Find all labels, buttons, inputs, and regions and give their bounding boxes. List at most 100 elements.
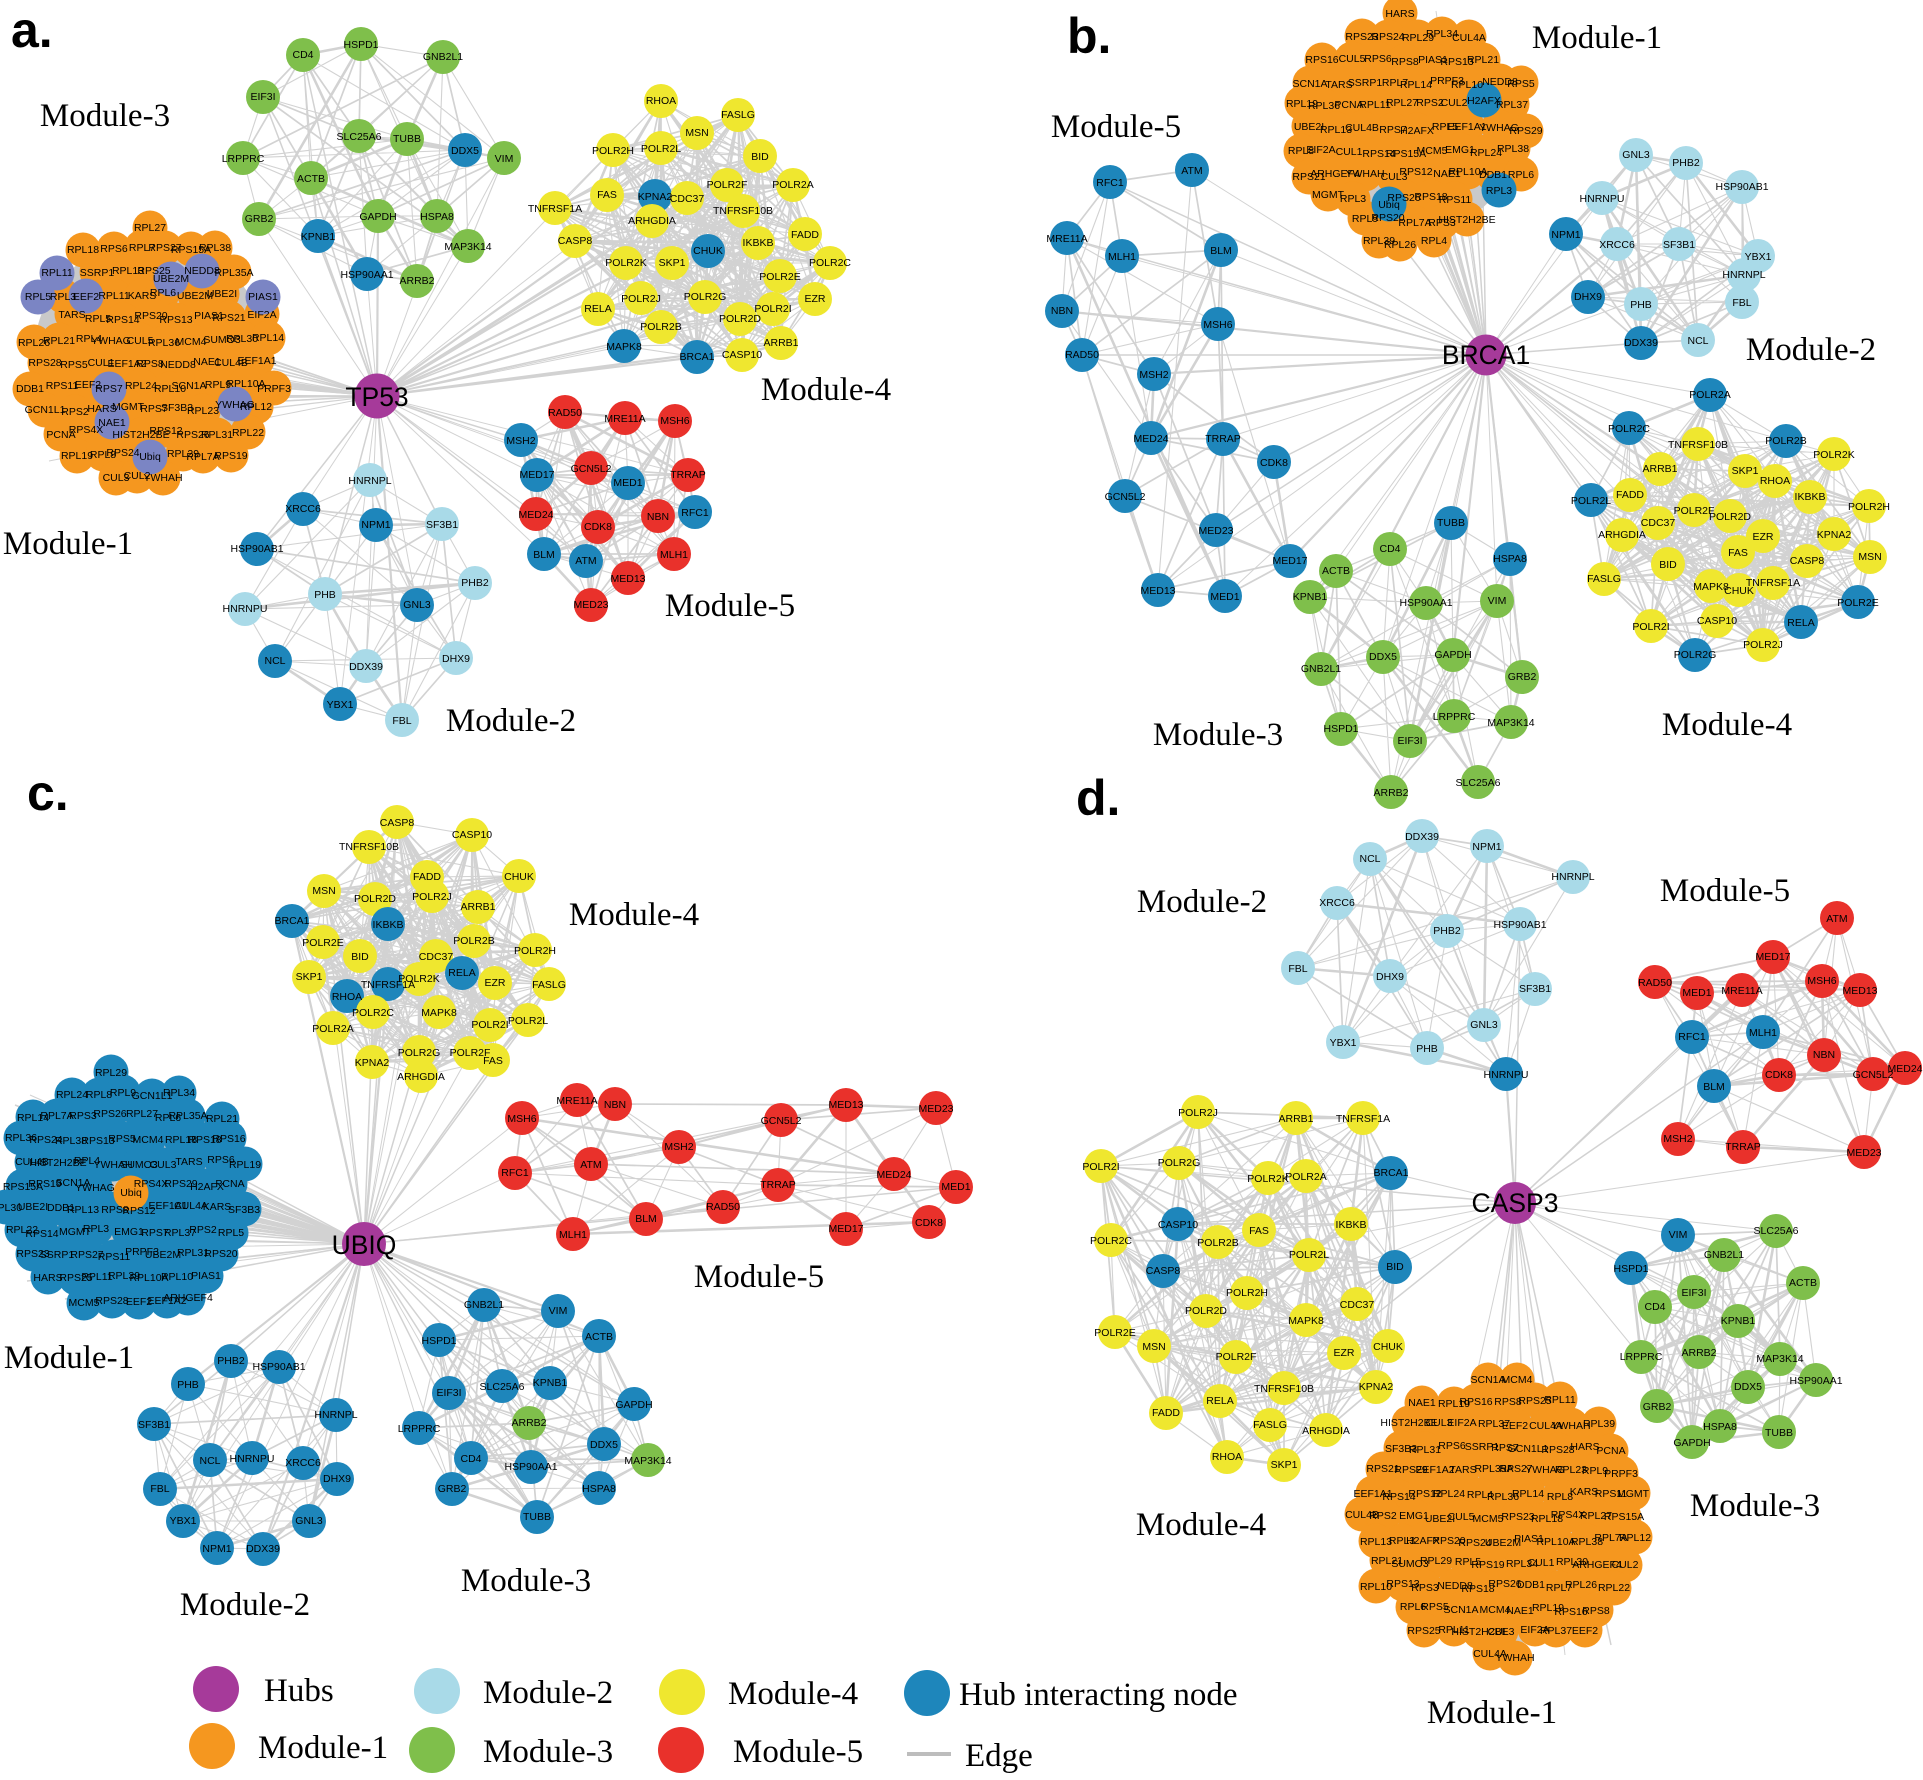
svg-text:RPL3: RPL3 (1486, 185, 1512, 197)
svg-text:ARRB2: ARRB2 (511, 1417, 546, 1429)
svg-text:RPL29: RPL29 (1420, 1555, 1452, 1567)
svg-text:RPS20: RPS20 (1432, 1535, 1465, 1547)
svg-text:TARS: TARS (175, 1156, 202, 1168)
svg-text:HSP90AA1: HSP90AA1 (504, 1461, 557, 1473)
svg-text:BID: BID (1386, 1261, 1404, 1273)
svg-text:UBE2M: UBE2M (177, 290, 213, 302)
svg-text:KPNA2: KPNA2 (638, 191, 673, 203)
svg-text:RPS26: RPS26 (1387, 192, 1420, 204)
svg-text:POLR2I: POLR2I (1082, 1161, 1119, 1173)
svg-text:YWHAG: YWHAG (75, 1182, 115, 1194)
svg-text:RPL24: RPL24 (1470, 147, 1502, 159)
svg-text:a.: a. (11, 2, 53, 58)
svg-text:MSH6: MSH6 (660, 415, 689, 427)
svg-text:MED23: MED23 (1198, 525, 1233, 537)
svg-text:RPL7: RPL7 (129, 242, 155, 254)
svg-text:POLR2F: POLR2F (1674, 505, 1715, 517)
svg-text:POLR2K: POLR2K (398, 973, 439, 985)
svg-text:GAPDH: GAPDH (359, 211, 396, 223)
svg-text:RPS25: RPS25 (1518, 1395, 1551, 1407)
svg-text:RPS8: RPS8 (1494, 1396, 1522, 1408)
svg-text:RPS2: RPS2 (1416, 97, 1444, 109)
svg-text:H2AFX: H2AFX (1406, 1535, 1440, 1547)
svg-text:ARRB2: ARRB2 (399, 275, 434, 287)
svg-text:CDK8: CDK8 (915, 1217, 943, 1229)
svg-text:PCNA: PCNA (1334, 99, 1363, 111)
svg-text:SSRP1: SSRP1 (80, 267, 115, 279)
svg-text:RPL22: RPL22 (232, 427, 264, 439)
svg-text:RPL13: RPL13 (112, 265, 144, 277)
svg-text:RPL8: RPL8 (86, 1089, 112, 1101)
svg-text:TNFRSF10B: TNFRSF10B (1668, 439, 1728, 451)
svg-text:RPL18: RPL18 (1531, 1513, 1563, 1525)
svg-text:SKP1: SKP1 (1271, 1459, 1298, 1471)
svg-text:MLH1: MLH1 (1108, 251, 1136, 263)
svg-text:HSPD1: HSPD1 (343, 39, 378, 51)
svg-text:TNFRSF1A: TNFRSF1A (528, 203, 582, 215)
svg-text:TP53: TP53 (345, 382, 408, 412)
svg-text:FASLG: FASLG (1587, 573, 1621, 585)
svg-text:RPL26: RPL26 (1384, 239, 1416, 251)
svg-text:RPL36: RPL36 (1487, 1491, 1519, 1503)
svg-text:VIM: VIM (549, 1305, 568, 1317)
svg-text:MSH6: MSH6 (1807, 975, 1836, 987)
svg-text:HSPD1: HSPD1 (1613, 1263, 1648, 1275)
svg-text:CUL3: CUL3 (1488, 1626, 1515, 1638)
svg-text:LRPPRC: LRPPRC (398, 1423, 441, 1435)
svg-text:RPL22: RPL22 (1598, 1582, 1630, 1594)
svg-text:DDB1: DDB1 (1479, 169, 1507, 181)
svg-text:HNRNPU: HNRNPU (1580, 193, 1625, 205)
svg-text:Module-1: Module-1 (258, 1730, 388, 1766)
svg-text:MRE11A: MRE11A (1721, 985, 1762, 997)
svg-text:NAE1: NAE1 (1506, 1605, 1534, 1617)
svg-text:MSH2: MSH2 (1663, 1133, 1692, 1145)
svg-text:NAE1: NAE1 (98, 417, 126, 429)
svg-text:TNFRSF1A: TNFRSF1A (361, 979, 415, 991)
svg-text:RPS20: RPS20 (1371, 212, 1404, 224)
svg-text:DDB1: DDB1 (47, 1202, 75, 1214)
svg-text:RAD50: RAD50 (706, 1201, 740, 1213)
svg-text:GNL3: GNL3 (1470, 1019, 1498, 1031)
svg-text:DDX39: DDX39 (349, 661, 383, 673)
svg-text:Module-2: Module-2 (446, 703, 576, 739)
svg-text:Module-1: Module-1 (1532, 20, 1662, 56)
svg-text:BID: BID (1659, 559, 1677, 571)
svg-text:MSH6: MSH6 (1203, 319, 1232, 331)
svg-text:POLR2B: POLR2B (1197, 1237, 1238, 1249)
svg-text:RPS23: RPS23 (16, 1248, 49, 1260)
svg-text:RPS19: RPS19 (214, 450, 247, 462)
svg-text:POLR2K: POLR2K (1247, 1173, 1288, 1185)
svg-text:NCL: NCL (1359, 853, 1380, 865)
svg-text:RHOA: RHOA (332, 991, 362, 1003)
svg-text:DHX9: DHX9 (1574, 291, 1602, 303)
svg-text:FADD: FADD (1152, 1407, 1180, 1419)
svg-text:RPS14: RPS14 (1382, 1491, 1415, 1503)
svg-text:GCN5L2: GCN5L2 (761, 1115, 802, 1127)
svg-text:FADD: FADD (791, 229, 819, 241)
svg-text:NCL: NCL (264, 655, 285, 667)
svg-text:RPL4: RPL4 (76, 333, 102, 345)
svg-text:RPS4X: RPS4X (1551, 1509, 1585, 1521)
svg-text:TRRAP: TRRAP (760, 1179, 796, 1191)
svg-text:CASP10: CASP10 (452, 829, 492, 841)
svg-text:RPL4: RPL4 (74, 1155, 100, 1167)
svg-text:RPL11: RPL11 (1544, 1394, 1575, 1406)
svg-text:PHB2: PHB2 (1672, 157, 1700, 169)
svg-text:RPS20: RPS20 (134, 310, 167, 322)
svg-text:POLR2C: POLR2C (352, 1007, 394, 1019)
svg-text:RPS4X: RPS4X (134, 1178, 168, 1190)
svg-text:POLR2J: POLR2J (1178, 1107, 1218, 1119)
svg-text:RPS25: RPS25 (59, 1272, 92, 1284)
svg-text:RPL21: RPL21 (206, 1113, 238, 1125)
svg-text:MAP3K14: MAP3K14 (1756, 1353, 1803, 1365)
svg-text:NPM1: NPM1 (1551, 229, 1580, 241)
svg-text:CD4: CD4 (1644, 1301, 1665, 1313)
svg-text:RPL10A: RPL10A (129, 1272, 168, 1284)
svg-text:HNRNPU: HNRNPU (230, 1453, 275, 1465)
svg-text:PHB: PHB (1416, 1043, 1438, 1055)
svg-text:RPS4X: RPS4X (69, 424, 103, 436)
svg-text:CASP8: CASP8 (380, 817, 415, 829)
svg-text:POLR2E: POLR2E (1837, 597, 1878, 609)
svg-text:CASP10: CASP10 (1697, 615, 1737, 627)
svg-text:MGMT: MGMT (1312, 189, 1345, 201)
